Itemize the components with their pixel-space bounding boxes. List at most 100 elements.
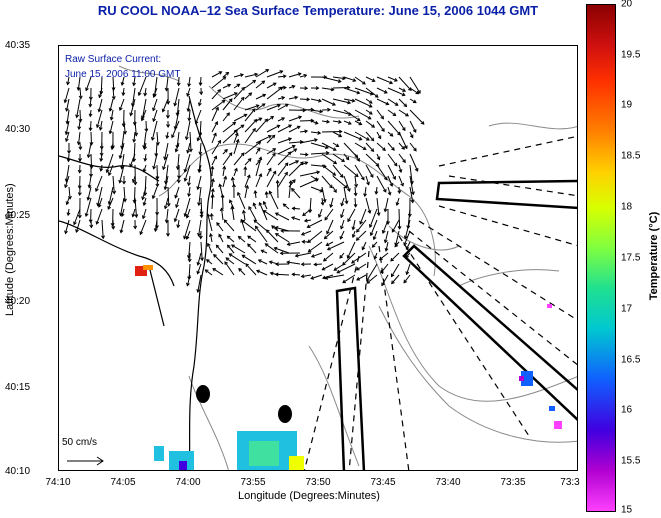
current-vector — [222, 98, 233, 111]
current-vector — [207, 213, 213, 232]
current-vector-head — [165, 233, 170, 237]
current-vector-head — [64, 131, 69, 136]
current-vector-head — [109, 116, 114, 121]
temperature-colorbar — [586, 4, 616, 512]
current-vector — [233, 83, 240, 89]
current-vector-head — [73, 221, 77, 226]
current-vector — [288, 96, 298, 100]
current-vector — [365, 175, 370, 185]
current-vector-head — [371, 244, 376, 248]
current-vector — [398, 208, 401, 229]
current-vector — [184, 197, 191, 217]
current-vector-head — [321, 266, 326, 271]
current-vector — [253, 203, 257, 210]
current-vector-head — [236, 83, 241, 88]
current-vector-head — [153, 228, 158, 233]
current-vector — [255, 69, 269, 78]
current-vector-head — [65, 138, 69, 143]
current-vector — [266, 229, 279, 243]
current-vector — [111, 142, 114, 150]
current-vector-head — [252, 127, 256, 132]
current-vector — [197, 274, 202, 293]
current-vector-head — [183, 177, 188, 182]
current-vector — [387, 142, 395, 151]
current-vector — [254, 190, 257, 199]
current-vector — [409, 98, 417, 104]
current-vector-head — [344, 200, 349, 205]
current-vector — [288, 161, 304, 177]
current-vector — [222, 129, 238, 144]
current-vector — [347, 241, 356, 259]
current-vector-head — [188, 148, 193, 153]
current-vector — [266, 168, 272, 177]
current-vector-head — [143, 157, 148, 162]
current-vector — [64, 175, 70, 188]
current-vector-head — [268, 190, 273, 195]
current-vector — [275, 212, 290, 221]
current-vector-head — [288, 124, 293, 128]
current-vector-head — [261, 103, 266, 107]
current-vector-head — [402, 88, 407, 92]
current-vector-head — [348, 121, 352, 125]
current-vector — [212, 268, 224, 276]
current-vector — [65, 219, 70, 234]
current-vector — [133, 76, 136, 86]
current-vector — [275, 233, 290, 243]
current-vector-head — [264, 190, 269, 195]
current-vector — [302, 208, 312, 216]
current-vector-head — [367, 115, 372, 120]
current-vector-head — [336, 269, 341, 274]
current-vector-head — [129, 163, 133, 168]
current-vector-head — [281, 117, 286, 121]
colorbar-tick: 20 — [621, 0, 633, 10]
current-vector — [197, 131, 202, 141]
current-vector — [356, 219, 367, 233]
current-vector-head — [384, 247, 389, 252]
current-vector — [213, 254, 224, 265]
current-vector-head — [338, 119, 342, 124]
current-vector — [164, 142, 169, 160]
current-vector-head — [403, 279, 407, 284]
current-vector — [288, 141, 303, 144]
current-vector-head — [64, 230, 68, 235]
current-vector — [366, 274, 378, 284]
current-vector — [354, 76, 366, 85]
current-vector-head — [315, 86, 320, 91]
current-vector-head — [173, 102, 178, 107]
current-vector — [108, 186, 114, 205]
current-vector — [229, 253, 246, 265]
current-vector-head — [155, 183, 160, 188]
current-vector-head — [342, 279, 346, 284]
current-vector-head — [347, 100, 352, 105]
current-vector-head — [291, 216, 296, 221]
current-vector — [299, 139, 318, 144]
current-vector — [233, 74, 244, 78]
current-vector — [211, 71, 222, 78]
current-vector-head — [351, 226, 356, 231]
current-vector — [98, 87, 103, 98]
current-vector — [255, 103, 266, 111]
current-vector-head — [209, 212, 214, 217]
current-vector-head — [403, 235, 408, 240]
current-vector-head — [274, 212, 279, 217]
current-vector — [68, 186, 71, 199]
current-vector — [222, 122, 236, 133]
current-vector-head — [410, 191, 415, 196]
current-vector — [343, 87, 360, 94]
colorbar-tick: 19.5 — [621, 49, 641, 61]
current-vector-head — [232, 121, 237, 126]
current-vector — [99, 120, 103, 130]
current-vector-head — [275, 262, 279, 267]
current-vector — [119, 164, 125, 183]
map-plot-area[interactable]: Raw Surface Current: June 15, 2006 11:00… — [58, 45, 578, 471]
current-vector — [266, 153, 276, 166]
current-vector — [365, 76, 376, 82]
current-vector-head — [282, 85, 287, 90]
current-vector-head — [335, 143, 340, 148]
current-vector — [342, 274, 356, 284]
current-vector-head — [77, 169, 82, 174]
current-vector — [85, 76, 92, 91]
current-vector — [398, 131, 408, 149]
current-vector-head — [89, 142, 94, 146]
current-vector-head — [359, 220, 364, 225]
